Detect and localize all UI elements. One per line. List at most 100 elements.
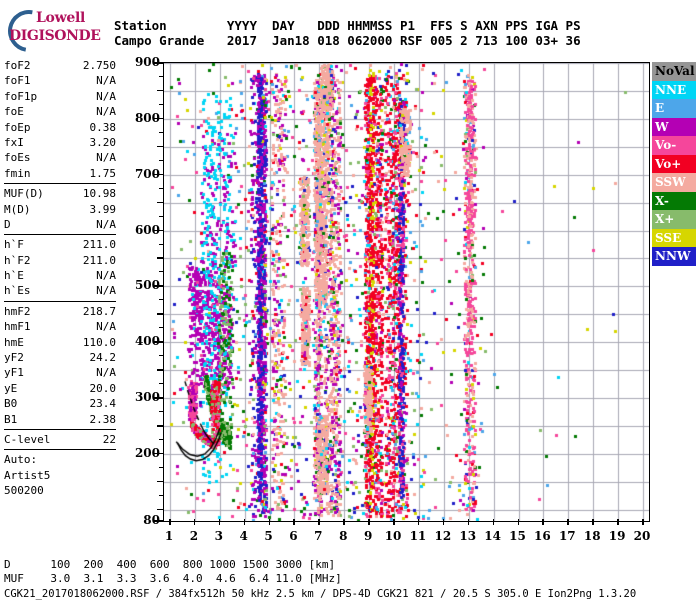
x-tick-mark bbox=[293, 519, 295, 525]
param-key: hmF1 bbox=[4, 320, 31, 334]
y-tick-mark bbox=[157, 201, 163, 204]
x-tick-label: 15 bbox=[509, 529, 526, 543]
x-tick-label: 11 bbox=[409, 529, 427, 543]
legend-item-e[interactable]: E bbox=[652, 99, 696, 118]
param-key: C-level bbox=[4, 432, 51, 446]
y-tick-mark-minor bbox=[159, 187, 163, 189]
legend-item-nne[interactable]: NNE bbox=[652, 80, 696, 99]
param-key: foE bbox=[4, 105, 24, 119]
param-row-hmf2: hmF2 218.7 bbox=[4, 304, 116, 319]
y-tick-mark bbox=[157, 425, 163, 427]
param-row-hes: h`Es N/A bbox=[4, 283, 116, 298]
divider bbox=[4, 449, 116, 451]
x-tick-mark bbox=[368, 519, 370, 525]
y-tick-mark bbox=[157, 369, 163, 371]
y-tick-mark bbox=[157, 145, 163, 148]
y-tick-label: 900 bbox=[134, 55, 160, 69]
y-tick-mark bbox=[153, 520, 163, 522]
y-tick-mark-minor bbox=[159, 299, 163, 301]
header-table: Station YYYY DAY DDD HHMMSS P1 FFS S AXN… bbox=[114, 18, 581, 48]
y-tick-mark bbox=[153, 397, 163, 399]
y-tick-mark-minor bbox=[159, 355, 163, 357]
param-row-yf1: yF1 N/A bbox=[4, 365, 116, 380]
param-value: 3.20 bbox=[89, 135, 117, 149]
y-tick-mark-minor bbox=[159, 131, 163, 133]
y-tick-mark bbox=[157, 508, 163, 511]
param-row-b1: B1 2.38 bbox=[4, 412, 116, 427]
y-tick-label: 400 bbox=[134, 334, 160, 349]
x-tick-label: 8 bbox=[339, 529, 348, 543]
legend-item-w[interactable]: W bbox=[652, 117, 696, 136]
param-group-muf: MUF(D) 10.98 M(D) 3.99 D N/A bbox=[4, 186, 116, 232]
y-tick-mark-minor bbox=[159, 494, 163, 496]
y-tick-mark-minor bbox=[159, 439, 163, 440]
param-key: foEp bbox=[4, 120, 31, 134]
ionogram-canvas[interactable] bbox=[164, 63, 649, 521]
legend-item-sse[interactable]: SSE bbox=[652, 228, 696, 247]
y-tick-mark bbox=[153, 229, 163, 232]
param-key: fmin bbox=[4, 166, 31, 180]
param-row-he: h`E N/A bbox=[4, 268, 116, 283]
x-tick-label: 12 bbox=[434, 529, 452, 543]
param-group-clevel: C-level 22 bbox=[4, 432, 116, 447]
legend-item-vo[interactable]: Vo- bbox=[652, 136, 696, 155]
legend-item-x[interactable]: X- bbox=[652, 191, 696, 210]
x-tick-mark bbox=[642, 519, 644, 525]
logo-digisonde-text: DIGISONDE bbox=[9, 28, 101, 44]
muf-row: MUF 3.0 3.1 3.3 3.6 4.0 4.6 6.4 11.0 [MH… bbox=[4, 572, 342, 585]
legend-item-noval[interactable]: NoVal bbox=[652, 62, 696, 81]
x-tick-label: 1 bbox=[164, 529, 174, 543]
param-key: yF1 bbox=[4, 366, 24, 380]
param-value: 2.38 bbox=[89, 412, 117, 426]
legend-item-nnw[interactable]: NNW bbox=[652, 247, 696, 266]
y-tick-mark bbox=[153, 285, 163, 287]
x-tick-label: 4 bbox=[239, 529, 248, 543]
x-tick-mark bbox=[243, 519, 246, 525]
ionogram-plot-area[interactable] bbox=[163, 62, 650, 522]
x-tick-label: 13 bbox=[459, 529, 477, 543]
param-row-hme: hmE 110.0 bbox=[4, 335, 116, 350]
param-key: foF1p bbox=[4, 89, 38, 103]
param-key: yF2 bbox=[4, 351, 24, 365]
param-value: 22 bbox=[102, 432, 116, 446]
y-tick-mark bbox=[157, 89, 163, 92]
param-value: 0.38 bbox=[89, 120, 117, 134]
file-info-line: CGK21_2017018062000.RSF / 384fx512h 50 k… bbox=[4, 588, 637, 600]
legend-item-ssw[interactable]: SSW bbox=[652, 173, 696, 192]
param-value: 10.98 bbox=[82, 187, 116, 201]
param-key: foEs bbox=[4, 151, 31, 165]
param-value: 211.0 bbox=[82, 253, 116, 267]
y-tick-label: 200 bbox=[134, 445, 160, 460]
param-row-hf2: h`F2 211.0 bbox=[4, 253, 116, 268]
legend-item-vo[interactable]: Vo+ bbox=[652, 154, 696, 173]
param-value: 24.2 bbox=[89, 351, 117, 365]
param-key: hmE bbox=[4, 335, 24, 349]
x-tick-mark bbox=[393, 519, 395, 525]
y-tick-mark-minor bbox=[159, 215, 163, 217]
x-tick-mark bbox=[517, 519, 520, 525]
x-tick-mark bbox=[592, 519, 594, 525]
auto-name: Artist5 bbox=[4, 468, 51, 482]
header-labels-row: Station YYYY DAY DDD HHMMSS P1 FFS S AXN… bbox=[114, 18, 581, 33]
legend-item-x[interactable]: X+ bbox=[652, 210, 696, 229]
x-tick-label: 10 bbox=[384, 529, 402, 543]
logo-lowell-text: Lowell bbox=[36, 10, 85, 26]
x-tick-label: 17 bbox=[558, 529, 576, 543]
param-key: h`F bbox=[4, 238, 24, 252]
x-tick-mark bbox=[343, 519, 345, 525]
x-tick-label: 18 bbox=[583, 529, 601, 543]
param-value: 2.750 bbox=[82, 59, 116, 72]
param-row-hf: h`F 211.0 bbox=[4, 237, 116, 252]
x-tick-label: 5 bbox=[264, 529, 273, 543]
param-key: fxI bbox=[4, 135, 24, 149]
x-tick-mark bbox=[268, 519, 271, 525]
param-value: 110.0 bbox=[82, 335, 116, 349]
x-tick-label: 20 bbox=[633, 529, 651, 543]
param-value: 1.75 bbox=[89, 166, 117, 180]
y-tick-mark bbox=[157, 257, 163, 259]
param-key: yE bbox=[4, 381, 18, 395]
param-row-fxi: fxI 3.20 bbox=[4, 135, 116, 150]
param-row-md: M(D) 3.99 bbox=[4, 202, 116, 217]
param-row-clevel: C-level 22 bbox=[4, 432, 116, 447]
x-axis-labels: 1 2 3 4 5 6 7 8 9 10 11 12 13 14 15 16 17 18 19 20 bbox=[0, 519, 700, 544]
